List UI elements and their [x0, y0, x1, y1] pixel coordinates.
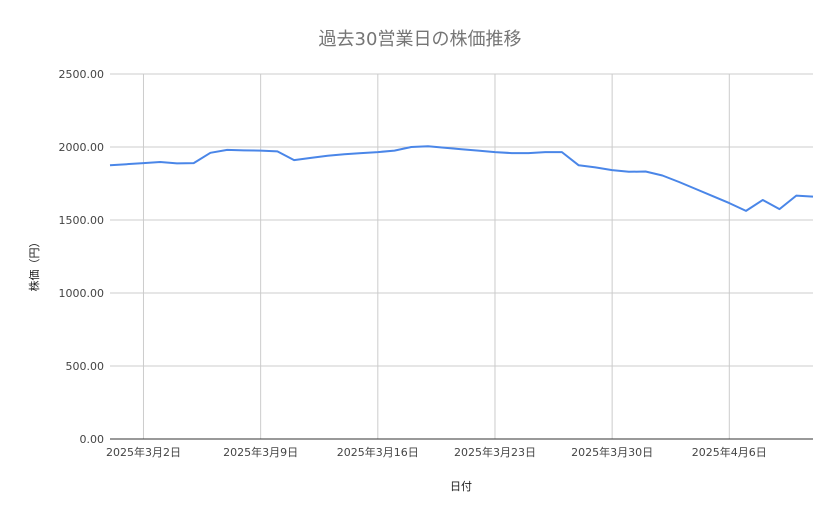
series: [110, 146, 813, 211]
series-line: [110, 146, 813, 211]
x-tick-label: 2025年3月9日: [223, 445, 298, 459]
x-tick-label: 2025年3月16日: [337, 445, 419, 459]
x-axis-label: 日付: [450, 480, 472, 493]
y-tick-label: 1500.00: [59, 214, 105, 227]
y-axis-label: 株価（円）: [27, 237, 41, 292]
y-axis-ticks: 0.00 500.00 1000.00 1500.00 2000.00 2500.00: [59, 68, 105, 446]
chart-title: 過去30営業日の株価推移: [319, 29, 522, 50]
y-tick-label: 2500.00: [59, 68, 105, 81]
y-tick-label: 1000.00: [59, 287, 105, 300]
x-tick-label: 2025年3月30日: [571, 445, 653, 459]
x-tick-label: 2025年4月6日: [692, 445, 767, 459]
y-tick-label: 2000.00: [59, 141, 105, 154]
x-tick-label: 2025年3月23日: [454, 445, 536, 459]
y-tick-label: 0.00: [80, 433, 105, 446]
x-axis-ticks: 2025年3月2日 2025年3月9日 2025年3月16日 2025年3月23日 20…: [106, 445, 767, 459]
x-tick-label: 2025年3月2日: [106, 445, 181, 459]
y-tick-label: 500.00: [66, 360, 105, 373]
grid: [110, 74, 813, 439]
